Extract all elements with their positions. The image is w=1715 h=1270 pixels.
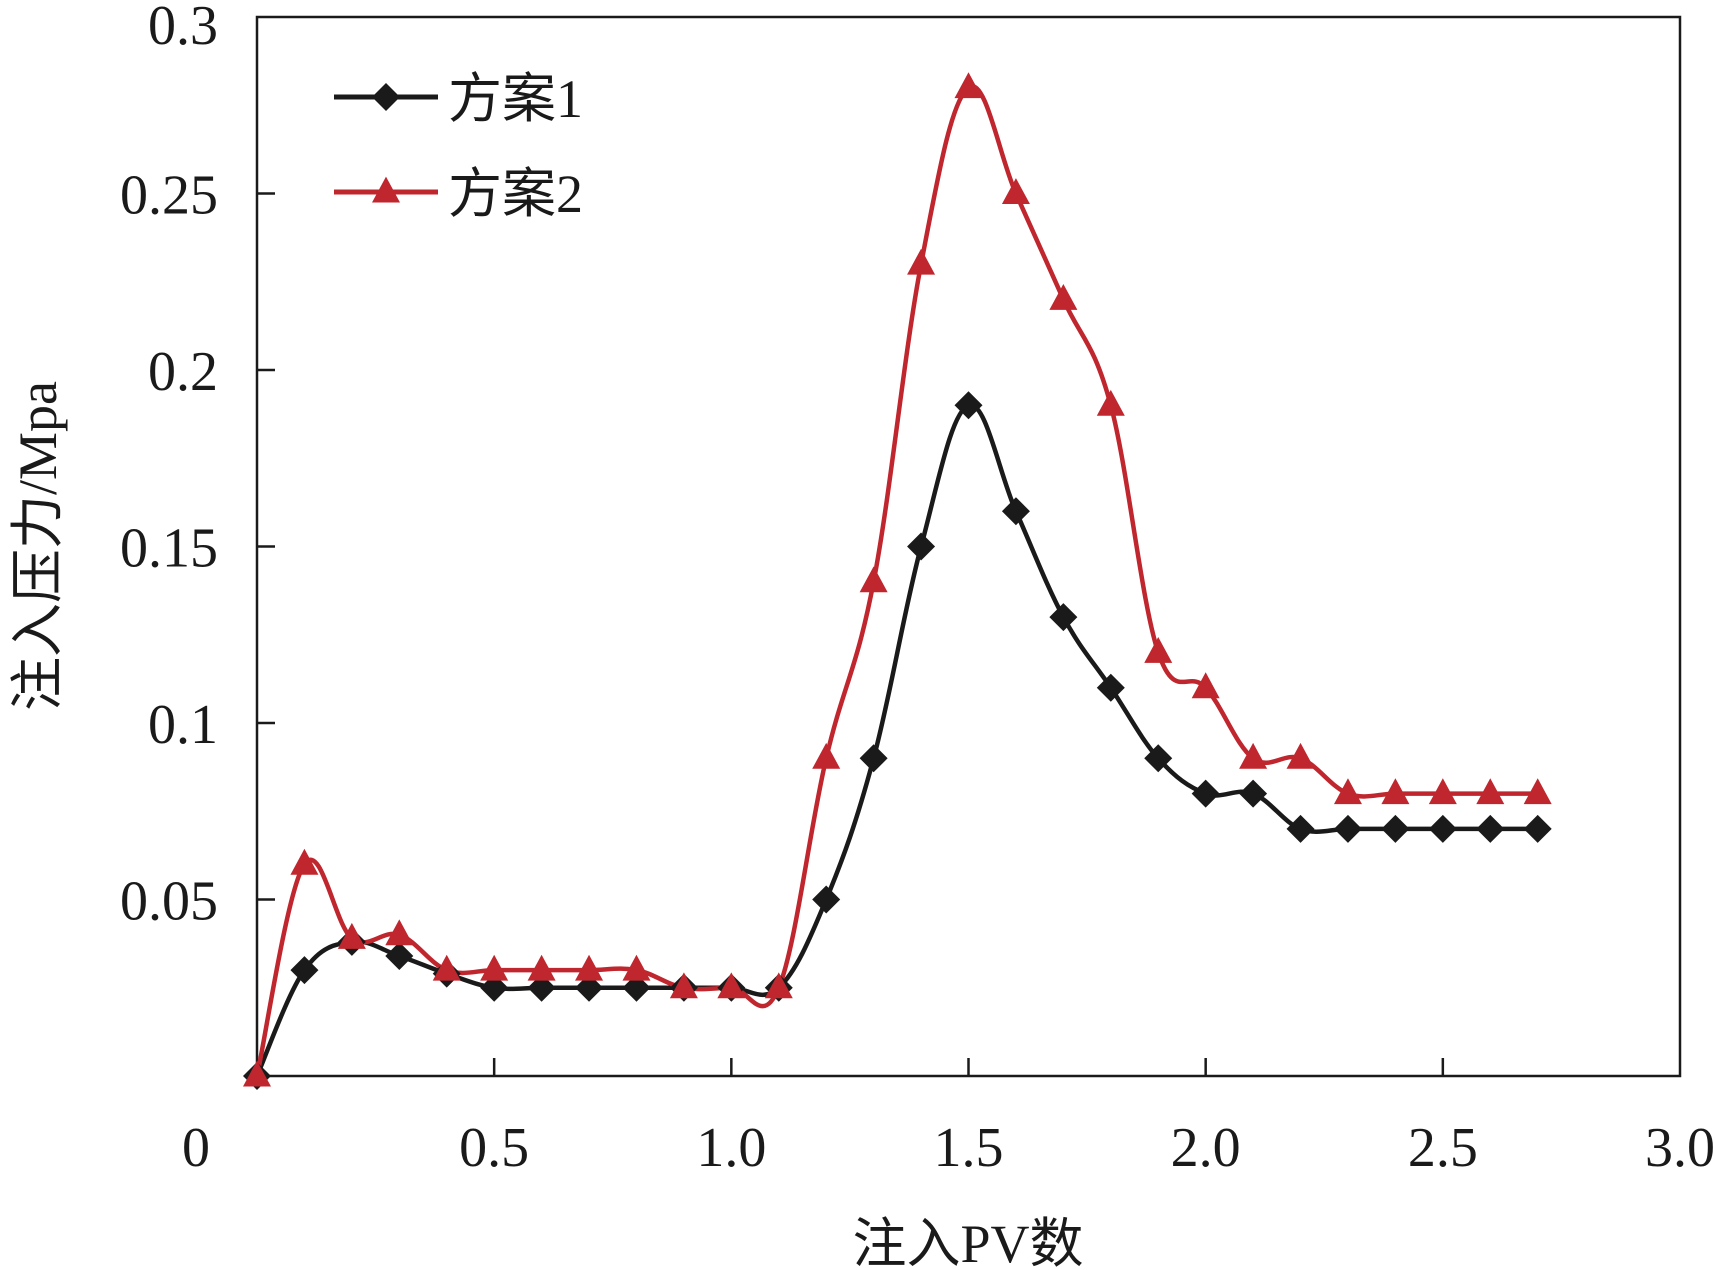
data-point-series-2 (337, 922, 366, 949)
x-tick-label: 1.5 (934, 1117, 1004, 1179)
y-tick-label: 0.25 (120, 165, 218, 227)
x-tick-label: 1.0 (696, 1117, 766, 1179)
series-line-2 (254, 84, 1538, 1077)
data-point-series-2 (1144, 637, 1173, 663)
data-point-series-2 (1049, 284, 1078, 310)
data-point-series-1 (812, 885, 841, 914)
data-point-series-1 (1096, 673, 1125, 702)
x-axis-tick-labels: 0 0.5 1.0 1.5 2.0 2.5 3.0 (182, 1117, 1715, 1179)
data-point-series-2 (907, 248, 936, 275)
data-point-series-2 (764, 972, 793, 999)
legend-marker-2 (372, 176, 400, 203)
data-point-series-2 (859, 566, 888, 593)
y-tick-label: 0.2 (148, 341, 218, 403)
data-point-series-1 (1286, 814, 1315, 843)
data-point-series-2 (1191, 672, 1220, 699)
y-tick-label: 0.05 (120, 871, 218, 933)
data-point-series-1 (622, 973, 651, 1002)
y-tick-label: 0.15 (120, 518, 218, 580)
data-point-series-2 (527, 954, 556, 981)
data-point-series-2 (812, 742, 841, 769)
data-point-series-2 (1523, 778, 1552, 805)
y-tick-label: 0.3 (148, 0, 218, 57)
y-axis-ticks (257, 192, 275, 901)
data-point-series-1 (1381, 814, 1410, 843)
data-point-series-2 (622, 954, 651, 981)
legend-marker-1 (372, 83, 400, 111)
x-tick-label: 2.5 (1408, 1117, 1478, 1179)
data-point-series-1 (1191, 779, 1220, 808)
legend-label-1: 方案1 (448, 69, 583, 129)
x-axis-ticks (492, 1058, 1445, 1076)
data-point-series-2 (290, 848, 319, 875)
data-point-series-1 (1333, 814, 1362, 843)
data-point-series-2 (954, 72, 983, 99)
data-point-series-1 (527, 973, 556, 1002)
x-tick-label: 3.0 (1645, 1117, 1715, 1179)
data-point-series-1 (1239, 779, 1268, 808)
data-point-series-2 (480, 954, 509, 981)
data-point-series-2 (575, 954, 604, 981)
data-point-series-1 (1001, 497, 1030, 526)
data-point-series-2 (717, 972, 746, 999)
x-tick-label: 2.0 (1171, 1117, 1241, 1179)
data-point-series-2 (1239, 742, 1268, 769)
x-tick-label: 0.5 (459, 1117, 529, 1179)
data-point-series-2 (385, 919, 414, 946)
data-point-series-2 (1476, 778, 1505, 805)
y-axis-label: 注入压力/Mpa (8, 381, 68, 711)
data-point-series-1 (575, 973, 604, 1002)
y-axis-tick-labels: 0.05 0.1 0.15 0.2 0.25 0.3 (120, 0, 218, 933)
data-point-series-1 (907, 532, 936, 561)
series-lines (254, 84, 1538, 1077)
data-point-series-1 (1049, 603, 1078, 632)
data-point-series-1 (1428, 814, 1457, 843)
data-point-series-2 (243, 1060, 271, 1087)
data-point-series-2 (1381, 778, 1410, 805)
legend: 方案1 方案2 (334, 69, 583, 224)
data-point-series-1 (859, 744, 888, 773)
data-point-series-2 (1001, 178, 1030, 204)
series-markers (243, 72, 1552, 1090)
x-tick-label: 0 (182, 1117, 210, 1179)
y-tick-label: 0.1 (148, 694, 218, 756)
data-point-series-1 (1144, 744, 1173, 773)
data-point-series-1 (1476, 814, 1505, 843)
data-point-series-2 (1428, 778, 1457, 805)
data-point-series-1 (954, 391, 983, 420)
data-point-series-2 (432, 954, 461, 981)
data-point-series-1 (1523, 814, 1552, 843)
data-point-series-2 (1286, 742, 1315, 769)
data-point-series-1 (480, 973, 509, 1002)
data-point-series-1 (385, 941, 414, 970)
data-point-series-2 (1096, 389, 1125, 416)
x-axis-label: 注入PV数 (852, 1214, 1083, 1270)
data-point-series-2 (1333, 778, 1362, 805)
legend-label-2: 方案2 (448, 164, 583, 224)
data-point-series-1 (290, 956, 319, 985)
data-point-series-2 (669, 972, 698, 999)
